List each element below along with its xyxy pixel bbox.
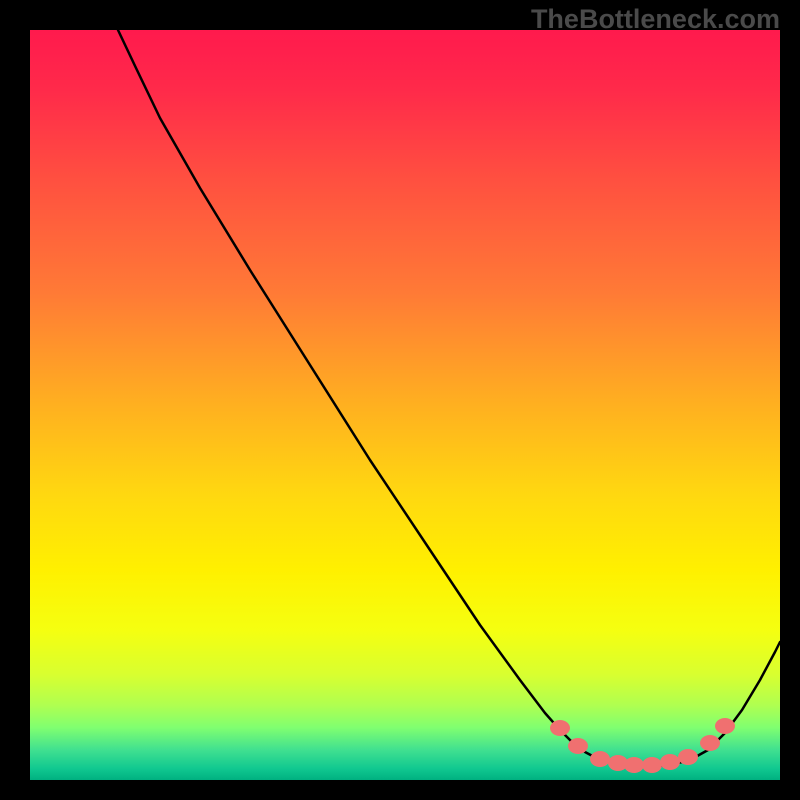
chart-canvas: TheBottleneck.com (0, 0, 800, 800)
plot-gradient-area (30, 30, 780, 780)
watermark-text: TheBottleneck.com (531, 4, 780, 35)
